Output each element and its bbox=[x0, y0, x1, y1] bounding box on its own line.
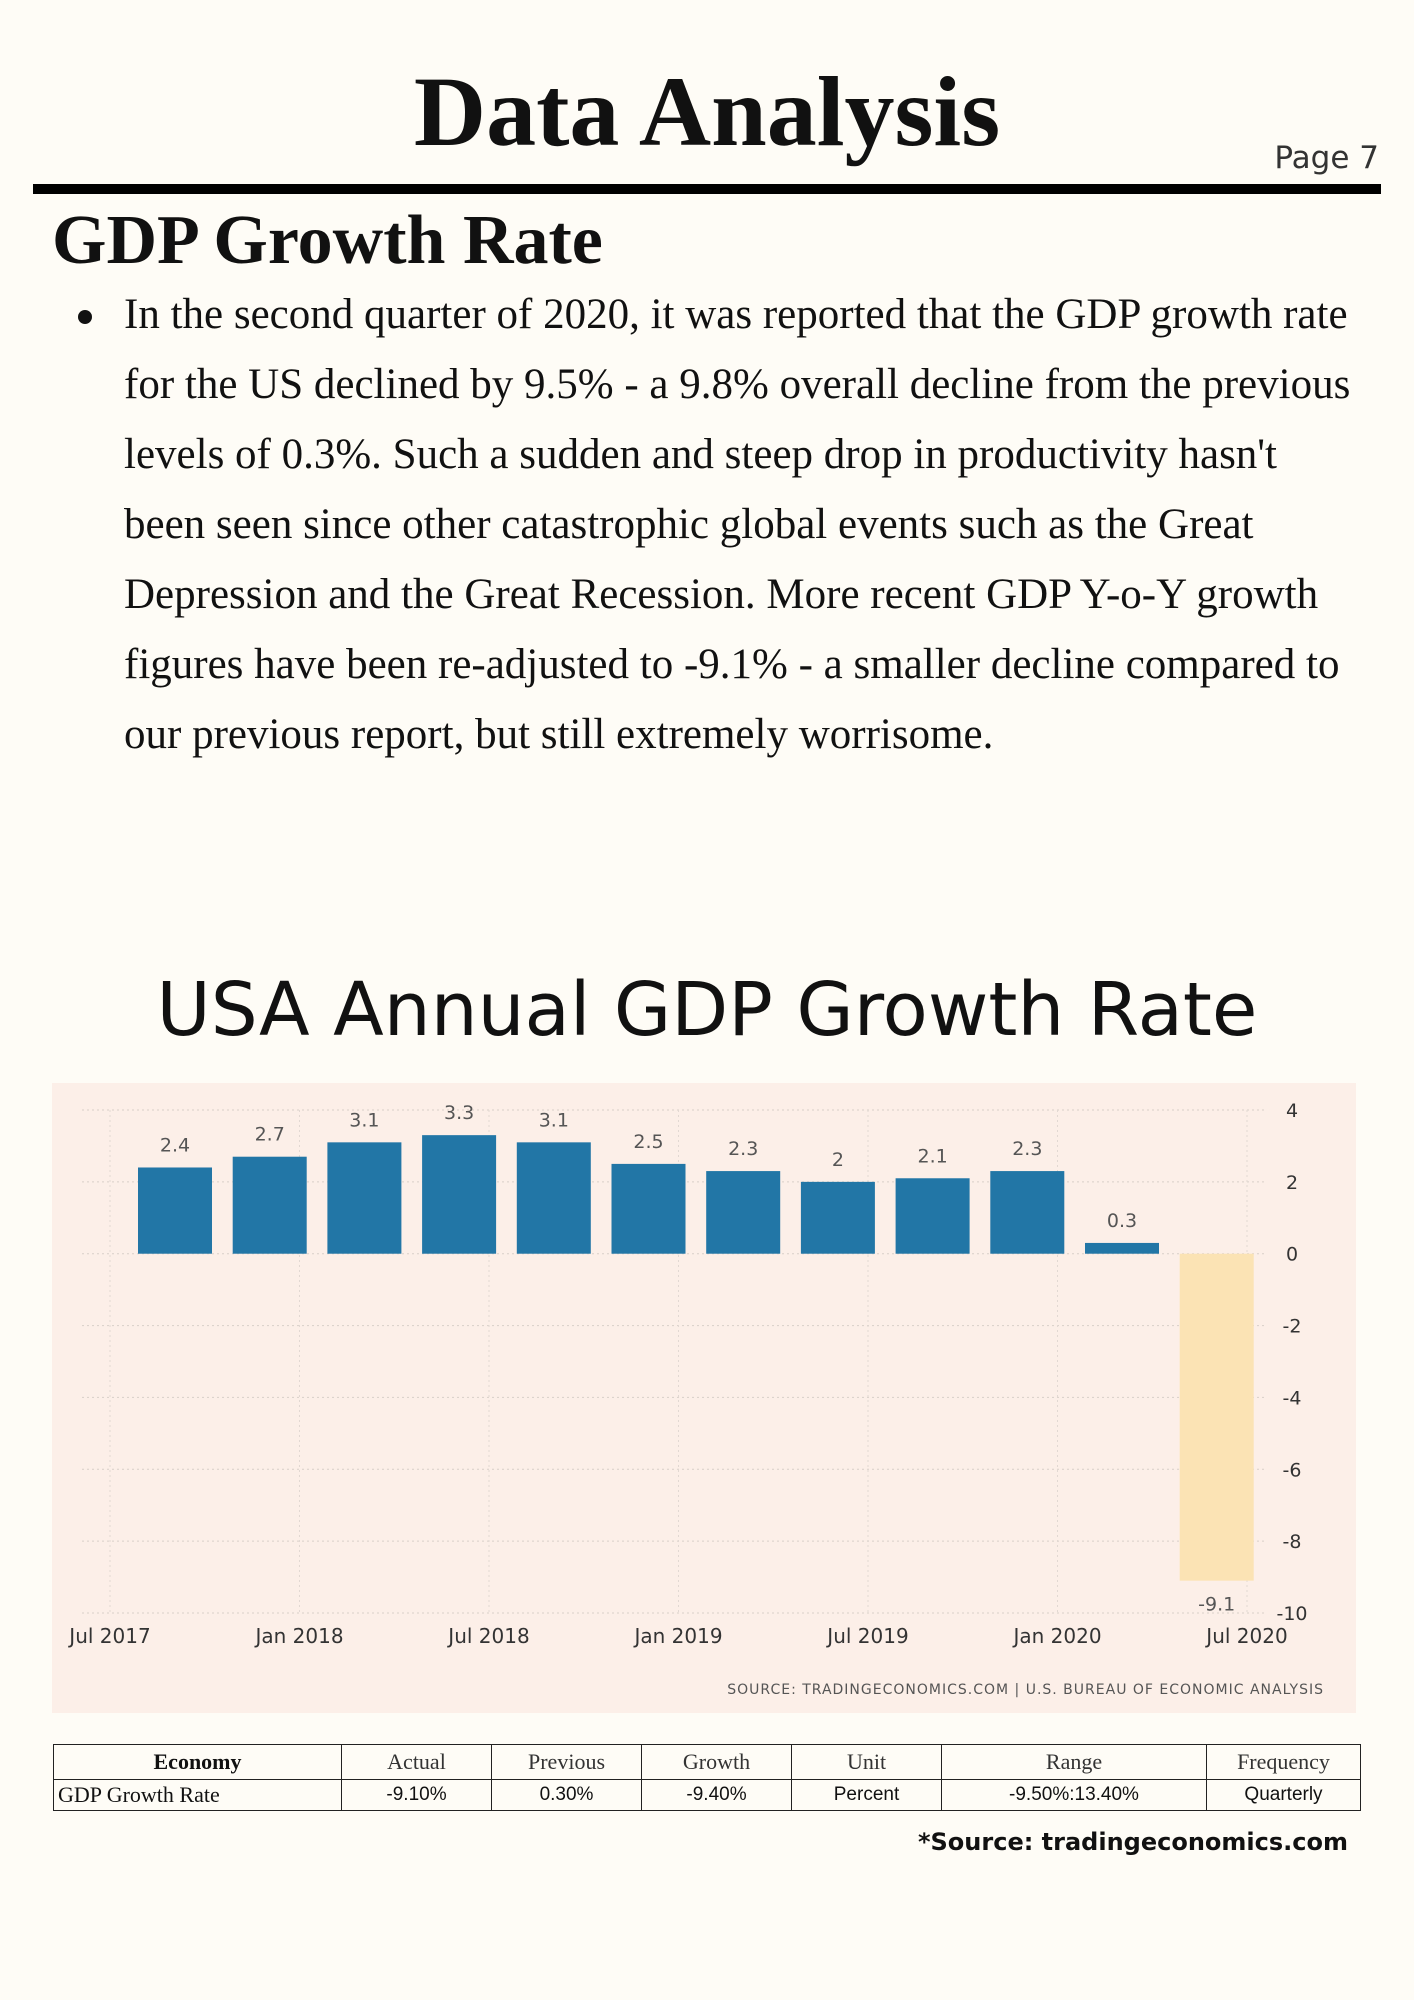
chart-bar bbox=[1085, 1242, 1159, 1254]
table-header-frequency: Frequency bbox=[1206, 1744, 1361, 1780]
bar-value-label: 2 bbox=[832, 1149, 844, 1171]
table-cell-frequency: Quarterly bbox=[1206, 1779, 1361, 1811]
chart-bar bbox=[706, 1171, 781, 1254]
y-tick-label: -8 bbox=[1283, 1531, 1302, 1553]
y-tick-label: 2 bbox=[1286, 1172, 1298, 1194]
bar-value-label: 2.3 bbox=[728, 1138, 758, 1160]
chart-bar bbox=[516, 1142, 591, 1254]
bullet-dot-icon bbox=[78, 310, 92, 324]
y-tick-label: -2 bbox=[1283, 1316, 1302, 1338]
economy-table: Economy Actual Previous Growth Unit Rang… bbox=[53, 1744, 1361, 1811]
bar-value-label: 2.3 bbox=[1012, 1138, 1042, 1160]
section-title: GDP Growth Rate bbox=[52, 202, 603, 279]
table-cell-economy: GDP Growth Rate bbox=[53, 1779, 342, 1811]
page-title: Data Analysis bbox=[413, 56, 1001, 167]
bullet-text: In the second quarter of 2020, it was re… bbox=[124, 291, 1351, 758]
chart-bar bbox=[1179, 1253, 1254, 1581]
y-tick-label: 0 bbox=[1286, 1244, 1298, 1266]
chart-bar bbox=[232, 1156, 307, 1254]
table-header-unit: Unit bbox=[791, 1744, 942, 1780]
table-cell-growth: -9.40% bbox=[641, 1779, 792, 1811]
header-divider bbox=[33, 184, 1381, 194]
table-cell-actual: -9.10% bbox=[341, 1779, 492, 1811]
y-tick-label: -4 bbox=[1283, 1387, 1302, 1409]
bullet-list: In the second quarter of 2020, it was re… bbox=[52, 280, 1352, 770]
y-tick-label: -10 bbox=[1276, 1603, 1307, 1625]
chart-bar bbox=[990, 1171, 1065, 1254]
y-tick-label: -6 bbox=[1283, 1459, 1302, 1481]
chart-source-label: SOURCE: TRADINGECONOMICS.COM | U.S. BURE… bbox=[727, 1682, 1324, 1698]
bar-value-label: 3.3 bbox=[444, 1102, 474, 1124]
bar-value-label: 0.3 bbox=[1107, 1210, 1137, 1232]
x-tick-label: Jan 2019 bbox=[632, 1624, 722, 1648]
bar-value-label: 3.1 bbox=[349, 1109, 379, 1131]
bar-value-label: 2.7 bbox=[255, 1124, 285, 1146]
chart-svg: 4 2 0 -2 -4 -6 -8 -10 Jul 2017 Jan 2018 Jul 2018 Ja… bbox=[67, 1100, 1324, 1698]
x-tick-label: Jan 2020 bbox=[1011, 1624, 1101, 1648]
bar-value-label: 3.1 bbox=[539, 1109, 569, 1131]
table-header-economy: Economy bbox=[53, 1744, 342, 1780]
source-note: *Source: tradingeconomics.com bbox=[917, 1828, 1348, 1856]
table-header-row: Economy Actual Previous Growth Unit Rang… bbox=[53, 1744, 1361, 1780]
x-tick-label: Jul 2018 bbox=[446, 1624, 529, 1648]
x-tick-label: Jul 2019 bbox=[825, 1624, 908, 1648]
table-cell-unit: Percent bbox=[791, 1779, 942, 1811]
table-header-growth: Growth bbox=[641, 1744, 792, 1780]
bar-value-label: -9.1 bbox=[1198, 1594, 1235, 1616]
table-header-actual: Actual bbox=[341, 1744, 492, 1780]
chart-bar bbox=[611, 1163, 686, 1254]
table-cell-range: -9.50%:13.40% bbox=[941, 1779, 1207, 1811]
table-header-range: Range bbox=[941, 1744, 1207, 1780]
x-tick-label: Jul 2017 bbox=[67, 1624, 150, 1648]
table-row: GDP Growth Rate -9.10% 0.30% -9.40% Perc… bbox=[53, 1779, 1361, 1811]
x-tick-label: Jul 2020 bbox=[1204, 1624, 1287, 1648]
table-header-previous: Previous bbox=[491, 1744, 642, 1780]
x-tick-label: Jan 2018 bbox=[253, 1624, 343, 1648]
y-tick-label: 4 bbox=[1286, 1100, 1298, 1122]
bar-value-label: 2.4 bbox=[160, 1134, 190, 1156]
bullet-item: In the second quarter of 2020, it was re… bbox=[52, 280, 1352, 770]
chart-bar bbox=[800, 1181, 875, 1254]
page-number: Page 7 bbox=[1274, 140, 1379, 176]
chart-bar bbox=[327, 1142, 402, 1254]
gdp-bar-chart: 4 2 0 -2 -4 -6 -8 -10 Jul 2017 Jan 2018 Jul 2018 Ja… bbox=[52, 1083, 1356, 1713]
bar-value-label: 2.1 bbox=[917, 1145, 947, 1167]
table-cell-previous: 0.30% bbox=[491, 1779, 642, 1811]
bar-value-label: 2.5 bbox=[633, 1131, 663, 1153]
chart-bar bbox=[138, 1167, 212, 1254]
chart-title: USA Annual GDP Growth Rate bbox=[156, 967, 1258, 1053]
chart-bar bbox=[422, 1135, 497, 1254]
chart-bar bbox=[895, 1178, 970, 1254]
